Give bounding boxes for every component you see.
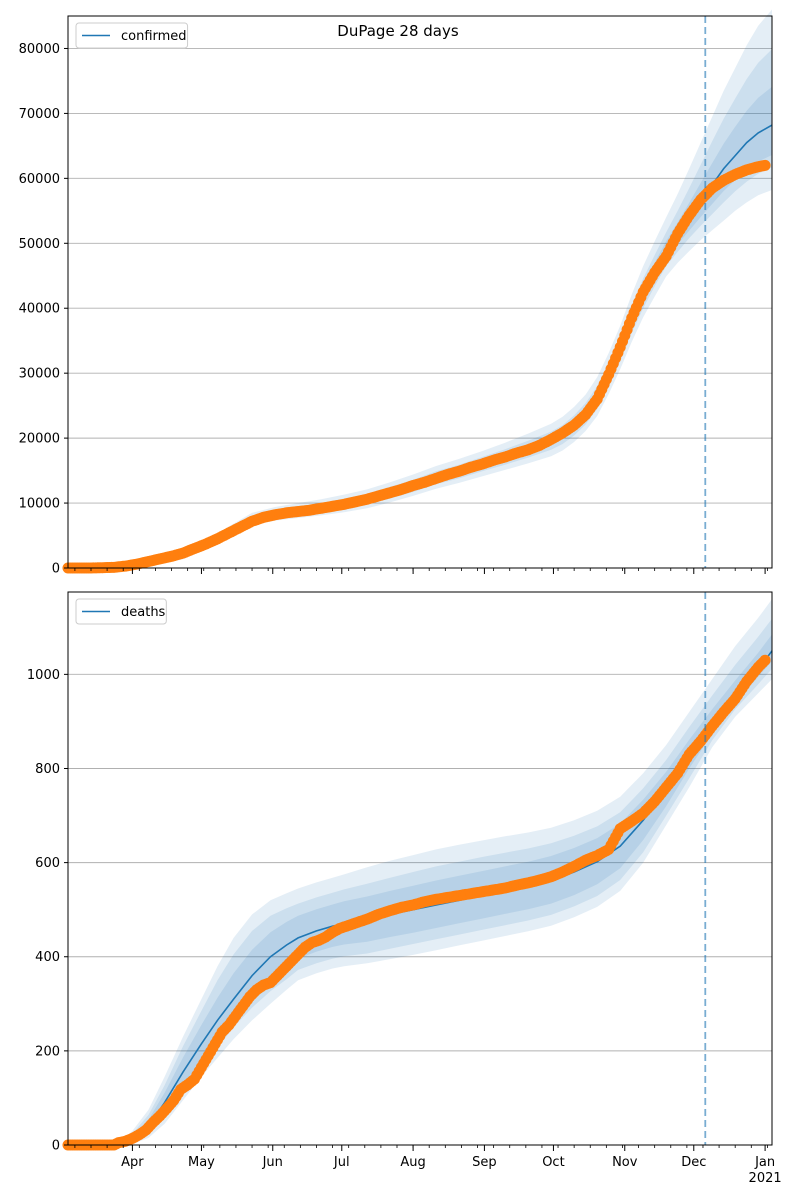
legend-box [75, 22, 189, 49]
observed-point [759, 654, 771, 666]
x-tick-label: Nov [612, 1155, 638, 1170]
y-tick-label: 1000 [27, 668, 60, 683]
confirmed-legend: confirmed [75, 22, 189, 49]
x-tick-label: May [188, 1155, 215, 1170]
deaths-panel: 0 200 400 600 800 1000 Apr May Jun Jul Aug Sep Oct N… [27, 591, 782, 1186]
confirmed-x-axis [74, 568, 768, 574]
y-tick-label: 400 [35, 950, 60, 965]
deaths-observed-points [62, 654, 771, 1151]
y-tick-label: 60000 [19, 172, 60, 187]
deaths-legend: deaths [75, 598, 167, 625]
confirmed-observed-points [62, 159, 771, 574]
x-tick-label: Sep [472, 1155, 497, 1170]
deaths-axes-frame [67, 591, 773, 1146]
deaths-y-axis: 0 200 400 600 800 1000 [27, 668, 68, 1154]
y-tick-label: 20000 [19, 432, 60, 447]
y-tick-label: 0 [52, 562, 60, 577]
y-tick-label: 70000 [19, 107, 60, 122]
y-tick-label: 200 [35, 1044, 60, 1059]
confirmed-grid [68, 48, 772, 504]
confirmed-panel: 0 10000 20000 30000 40000 50000 60000 70000 8000… [19, 9, 773, 577]
x-year-label: 2021 [749, 1171, 782, 1186]
y-tick-label: 80000 [19, 42, 60, 57]
y-tick-label: 800 [35, 762, 60, 777]
confirmed-model-line [67, 124, 773, 569]
deaths-grid [68, 673, 772, 1052]
y-tick-label: 30000 [19, 367, 60, 382]
confirmed-y-axis: 0 10000 20000 30000 40000 50000 60000 70000 8000… [19, 42, 68, 577]
deaths-uncertainty-bands [68, 599, 772, 1145]
y-tick-label: 40000 [19, 302, 60, 317]
x-tick-label: Jul [333, 1155, 350, 1170]
y-tick-label: 0 [52, 1139, 60, 1154]
x-tick-label: Oct [542, 1155, 564, 1170]
y-tick-label: 600 [35, 856, 60, 871]
uncertainty-band [68, 634, 772, 1145]
legend-label: confirmed [121, 29, 187, 44]
x-tick-label: Aug [400, 1155, 425, 1170]
x-tick-label: Dec [681, 1155, 706, 1170]
confirmed-axes-frame [67, 15, 773, 569]
y-tick-label: 10000 [19, 497, 60, 512]
legend-box [75, 598, 167, 625]
uncertainty-band [68, 86, 772, 569]
observed-point [759, 159, 771, 171]
figure-title: DuPage 28 days [337, 22, 459, 40]
y-tick-label: 50000 [19, 237, 60, 252]
x-tick-label: Jan [754, 1155, 775, 1170]
x-tick-label: Jun [262, 1155, 283, 1170]
legend-label: deaths [121, 605, 166, 620]
x-tick-label: Apr [121, 1155, 144, 1170]
